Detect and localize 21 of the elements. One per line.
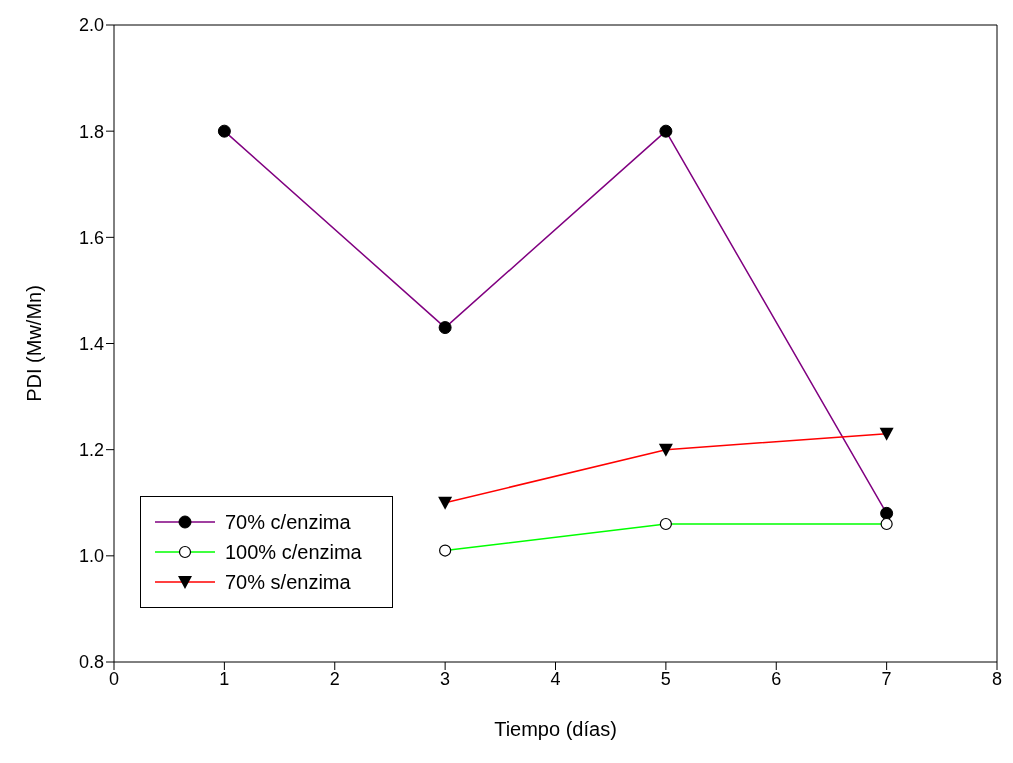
legend-label: 70% s/enzima — [225, 570, 351, 594]
x-tick-label: 7 — [881, 668, 892, 689]
legend-label: 100% c/enzima — [225, 540, 362, 564]
x-axis-title: Tiempo (días) — [494, 718, 617, 740]
y-tick-label: 1.0 — [78, 546, 104, 567]
x-tick-label: 4 — [550, 668, 561, 689]
x-tick-label: 8 — [991, 668, 1003, 689]
y-tick-label: 1.6 — [78, 227, 104, 248]
x-tick-label: 5 — [660, 668, 671, 689]
y-axis-title: PDI (Mw/Mn) — [23, 285, 46, 402]
y-tick-label: 1.4 — [78, 333, 104, 354]
x-tick-label: 0 — [108, 668, 120, 689]
y-tick-label: 1.8 — [78, 121, 104, 142]
y-tick-label: 1.2 — [78, 440, 104, 461]
x-tick-label: 2 — [329, 668, 340, 689]
y-tick-label: 2.0 — [78, 15, 104, 36]
x-tick-label: 6 — [771, 668, 782, 689]
y-tick-label: 0.8 — [78, 652, 104, 673]
x-tick-label: 1 — [219, 668, 230, 689]
x-tick-label: 3 — [440, 668, 451, 689]
legend-label: 70% c/enzima — [225, 510, 351, 534]
